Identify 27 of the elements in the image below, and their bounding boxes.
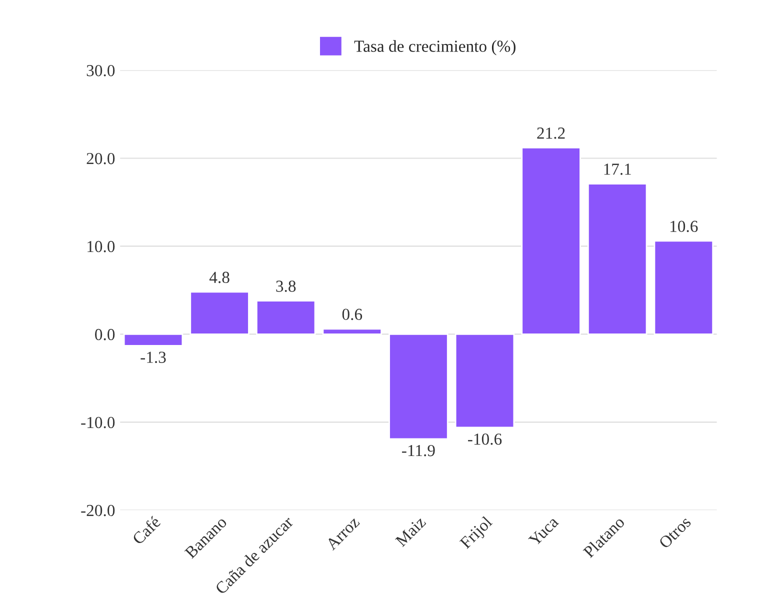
x-tick-label: Yuca	[528, 516, 560, 547]
y-tick-label: 10.0	[88, 240, 115, 252]
bar	[322, 328, 382, 335]
bar	[123, 334, 184, 346]
data-label: 10.6	[670, 220, 698, 232]
data-label: -10.6	[468, 434, 502, 445]
bar	[454, 334, 515, 428]
y-tick-label: 20.0	[86, 152, 115, 164]
bar	[654, 240, 714, 335]
bar	[256, 300, 316, 335]
bar	[521, 146, 581, 335]
data-label: -11.9	[402, 445, 435, 456]
data-label: 0.6	[342, 308, 362, 320]
data-label: 17.1	[604, 164, 631, 175]
data-label: 4.8	[209, 272, 230, 284]
bar	[587, 183, 648, 335]
data-label: -1.3	[140, 352, 166, 364]
y-tick-label: -10.0	[81, 416, 115, 428]
y-tick-label: 30.0	[86, 64, 115, 76]
y-tick-label: -20.0	[81, 504, 115, 516]
data-label: 21.2	[537, 128, 565, 139]
legend-label: Tasa de crecimiento (%)	[354, 40, 516, 56]
data-label: 3.8	[276, 280, 296, 292]
x-tick-label: Café	[131, 515, 162, 546]
bar	[388, 334, 448, 440]
y-tick-label: 0.0	[95, 328, 115, 340]
bar	[190, 291, 250, 335]
